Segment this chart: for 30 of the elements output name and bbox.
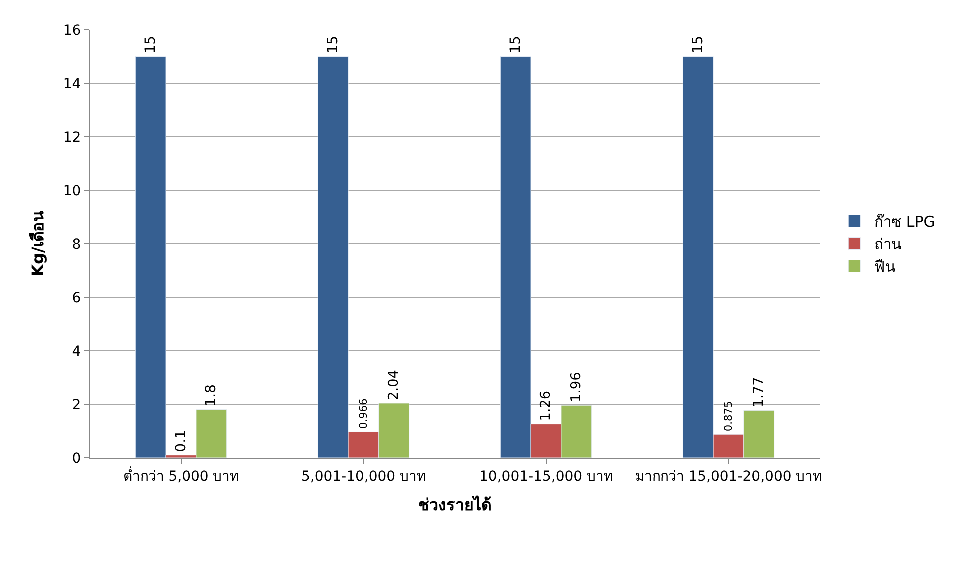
data-label: 15 [325,36,342,54]
y-tick-label: 10 [63,183,82,200]
y-tick-label: 2 [72,397,82,414]
legend-label: ฟืน [874,258,896,276]
x-tick-label: มากกว่า 15,001-20,000 บาท [635,468,822,485]
data-label: 1.77 [751,377,768,408]
data-label: 2.04 [386,370,402,400]
data-label: 15 [142,36,159,54]
data-label: 1.8 [204,384,220,407]
data-label: 0.966 [358,398,370,430]
x-tick-label: ต่ำกว่า 5,000 บาท [123,466,240,485]
legend-label: ถ่าน [874,236,902,254]
y-tick-label: 6 [72,290,82,306]
legend-label: ก๊าซ LPG [874,213,936,232]
y-tick-label: 8 [72,236,82,253]
y-axis-title: Kg/เดือน [28,211,48,277]
x-axis-title: ช่วงรายได้ [418,496,492,514]
data-label: 1.96 [568,372,585,403]
data-label: 0.875 [722,401,735,432]
data-label: 15 [690,36,706,54]
y-tick-label: 14 [63,76,82,92]
y-tick-label: 0 [72,450,82,467]
data-label: 15 [508,36,524,54]
x-tick-label: 5,001-10,000 บาท [301,468,426,485]
x-tick-label: 10,001-15,000 บาท [480,468,613,485]
y-tick-label: 12 [63,130,82,146]
data-label: 0.1 [173,430,190,452]
data-label: 1.26 [538,390,554,422]
y-tick-label: 16 [63,22,82,39]
y-tick-label: 4 [72,344,82,360]
